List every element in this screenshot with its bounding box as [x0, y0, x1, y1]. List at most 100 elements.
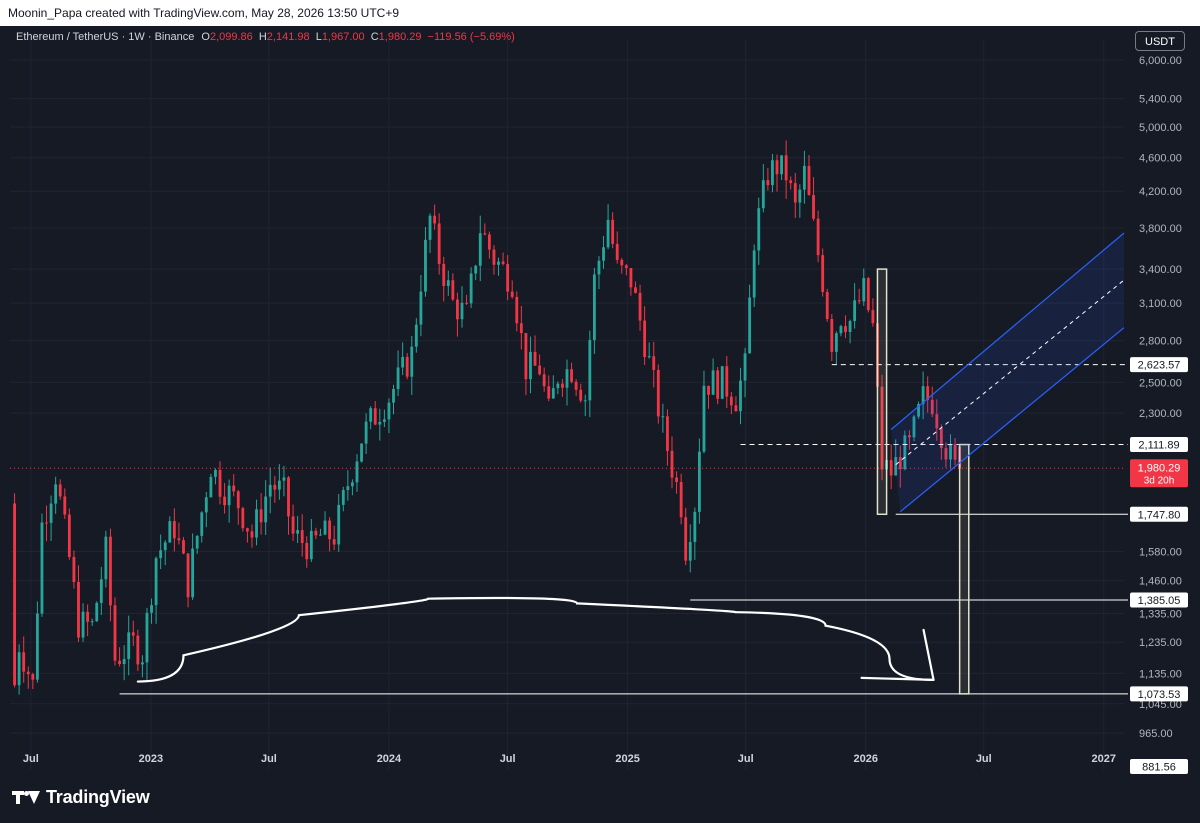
candle-body	[49, 503, 53, 523]
candle-body	[22, 652, 26, 672]
y-tick-label: 2,800.00	[1139, 336, 1182, 348]
candle-body	[711, 370, 715, 395]
x-tick-label: 2027	[1092, 753, 1116, 765]
x-tick-label: 2024	[377, 753, 402, 765]
candle-body	[643, 320, 647, 358]
candle-body	[825, 291, 829, 320]
y-tick-label: 3,100.00	[1139, 298, 1182, 310]
candle-body	[172, 521, 176, 539]
candle-body	[305, 543, 309, 560]
candle-body	[446, 280, 450, 287]
candle-body	[204, 497, 208, 513]
candle-body	[483, 233, 487, 235]
candle-body	[570, 369, 573, 382]
candle-body	[424, 239, 427, 292]
logo-text: TradingView	[46, 786, 150, 807]
candle-body	[13, 503, 16, 686]
candle-body	[574, 381, 578, 390]
candle-body	[465, 302, 468, 304]
candle-body	[529, 351, 532, 380]
candle-body	[898, 457, 902, 470]
candle-body	[734, 405, 738, 412]
candle-body	[561, 383, 564, 388]
candle-body	[140, 662, 144, 665]
candle-body	[136, 635, 140, 665]
candle-body	[812, 194, 815, 219]
candle-body	[752, 250, 756, 298]
y-tick-label: 1,235.00	[1139, 637, 1182, 649]
candle-body	[341, 490, 345, 505]
price-level-badge	[1130, 437, 1188, 453]
candle-body	[45, 522, 48, 524]
candle-body	[259, 509, 263, 523]
channel-middle-line	[895, 279, 1125, 465]
candle-body	[159, 550, 163, 559]
low-key: L	[315, 31, 322, 43]
y-tick-label: 3,400.00	[1139, 264, 1182, 276]
candle-body	[168, 521, 172, 543]
candle-body	[647, 356, 651, 358]
chart-area[interactable]: 6,000.00 5,400.00 5,000.00 4,600.00 4,200.00…	[0, 26, 1200, 778]
candle-body	[122, 659, 126, 665]
candle-body	[67, 514, 71, 557]
currency-button[interactable]: USDT	[1135, 31, 1185, 51]
candle-body	[688, 541, 692, 561]
candle-body	[775, 160, 779, 175]
candle-body	[77, 581, 80, 638]
candle-body	[131, 632, 135, 636]
candle-body	[223, 496, 226, 506]
price-chart[interactable]: 6,000.00 5,400.00 5,000.00 4,600.00 4,200.00…	[0, 26, 1200, 778]
y-tick-label: 965.00	[1139, 728, 1173, 740]
close-value: 1,980.29	[378, 31, 422, 43]
change-value: −119.56 (−5.69%)	[427, 31, 515, 43]
y-tick-label: 1,460.00	[1139, 576, 1182, 588]
ohlc-legend: Ethereum / TetherUS · 1W · Binance O2,09…	[16, 31, 515, 43]
candle-body	[857, 300, 861, 302]
candle-body	[163, 542, 167, 551]
candle-body	[675, 477, 678, 482]
x-tick-label: Jul	[976, 753, 992, 765]
candle-body	[903, 435, 907, 470]
chart-background	[0, 26, 1200, 778]
channel-fill	[891, 232, 1124, 512]
candle-body	[177, 538, 181, 541]
candle-body	[291, 516, 295, 534]
candle-body	[392, 389, 395, 403]
candle-body	[766, 180, 770, 186]
close-key: C	[370, 31, 379, 43]
x-tick-label: Jul	[738, 753, 754, 765]
candle-body	[328, 520, 332, 540]
candle-body	[35, 613, 39, 680]
chart-caption: Moonin_Papa created with TradingView.com…	[0, 0, 1200, 26]
candle-body	[848, 321, 852, 332]
tradingview-logo: TradingView	[12, 786, 150, 808]
candle-body	[725, 366, 729, 397]
arrow-head	[860, 628, 935, 681]
candle-body	[551, 388, 555, 399]
candle-body	[789, 180, 793, 184]
time-axis: Jul 2023 Jul 2024 Jul 2025 Jul 2026 Jul 2027	[23, 753, 1116, 765]
candle-body	[232, 485, 236, 492]
y-tick-label: 5,400.00	[1139, 94, 1182, 106]
caption-text: Moonin_Papa created with TradingView.com…	[8, 6, 400, 20]
candle-body	[118, 660, 121, 665]
candle-body	[510, 291, 514, 297]
candle-body	[702, 385, 706, 452]
last-price-value: 1,980.29	[1138, 462, 1181, 474]
candle-body	[81, 611, 85, 638]
price-level-label: 1,747.80	[1138, 509, 1181, 521]
candle-body	[921, 386, 925, 405]
x-tick-label: Jul	[261, 753, 277, 765]
candle-body	[615, 243, 619, 260]
candle-body	[839, 326, 843, 334]
candle-body	[693, 511, 697, 542]
price-level-badge	[1130, 592, 1188, 608]
candle-body	[889, 460, 893, 476]
candle-body	[474, 265, 478, 274]
candle-body	[487, 234, 491, 250]
tradingview-logo-icon	[12, 788, 40, 806]
candle-body	[533, 351, 537, 366]
candle-body	[332, 539, 336, 545]
candle-body	[912, 416, 916, 438]
price-level-label: 881.56	[1142, 761, 1176, 773]
